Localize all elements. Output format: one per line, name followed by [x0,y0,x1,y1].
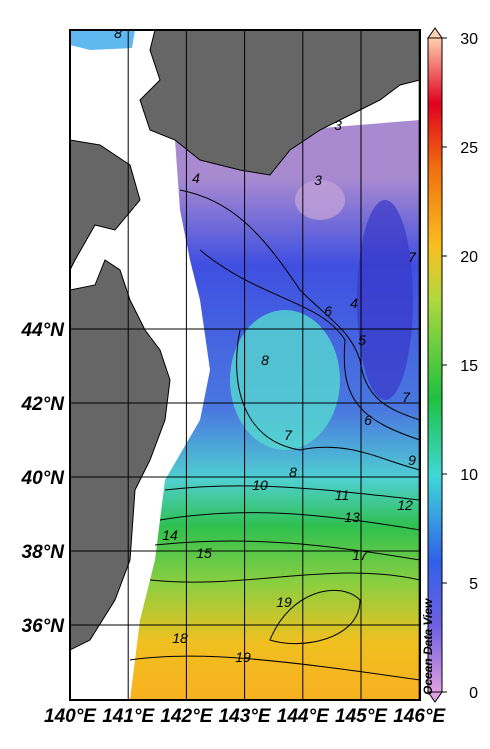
lat-tick-label: 40°N [21,468,66,489]
contour-label: 11 [335,487,350,503]
contour-label: 15 [196,545,212,561]
colorbar-bottom [427,691,443,703]
contour-label: 3 [334,117,342,133]
contour-label: 8 [289,464,297,480]
contour-label: 12 [397,497,413,513]
contour-label: 9 [408,452,416,468]
lat-tick-label: 42°N [21,394,66,415]
colorbar-tick-label: 25 [460,140,478,157]
contour-label: 7 [284,427,293,443]
cold-core [295,180,345,220]
colorbar-top [427,27,443,39]
contour-label: 3 [314,172,322,188]
contour-label: 4 [350,295,358,311]
colorbar-tick-label: 15 [460,358,478,375]
contour-label: 8 [114,25,122,41]
colorbar-tick-label: 10 [460,467,478,484]
contour-label: 5 [358,332,366,348]
contour-label: 7 [402,389,411,405]
contour-label: 6 [324,303,332,319]
watermark: Ocean Data View [421,598,435,695]
contour-label: 18 [172,630,188,646]
contour-label: 13 [344,509,360,525]
lon-tick-label: 140°E [44,706,97,727]
colorbar-tick-label: 5 [469,576,478,593]
contour-label: 6 [364,412,372,428]
cold-tongue [357,200,413,400]
contour-label: 10 [252,477,268,493]
frame [69,29,421,701]
colorbar-tick-label: 0 [469,685,478,702]
lon-tick-label: 143°E [219,706,272,727]
contour-label: 7 [408,249,417,265]
colorbar-tick-label: 20 [460,249,478,266]
lat-tick-label: 44°N [21,320,66,341]
lon-tick-label: 146°E [393,706,446,727]
lon-tick-label: 145°E [335,706,388,727]
contour-labels: 8 3 4 3 7 6 4 5 8 7 6 7 8 9 10 11 12 13 14 15 17 19 18 19 [114,25,417,665]
lat-tick-label: 38°N [22,542,66,563]
field-patch [70,30,135,50]
lon-tick-label: 144°E [277,706,330,727]
lon-tick-label: 141°E [102,706,155,727]
lon-tick-label: 142°E [160,706,213,727]
warm-eddy [230,310,340,450]
contour-label: 8 [261,352,269,368]
land [70,30,420,651]
lat-tick-label: 36°N [22,616,66,637]
contour-label: 14 [162,527,178,543]
contours [129,189,420,681]
contour-label: 19 [276,594,292,610]
colorbar-tick-label: 30 [460,31,478,48]
contour-label: 19 [235,649,251,665]
map-area: 8 3 4 3 7 6 4 5 8 7 6 7 8 9 10 11 12 13 14 15 17 19 18 19 [70,25,420,700]
contour-label: 17 [352,547,369,563]
colorbar [427,37,443,693]
contour-label: 4 [192,170,200,186]
